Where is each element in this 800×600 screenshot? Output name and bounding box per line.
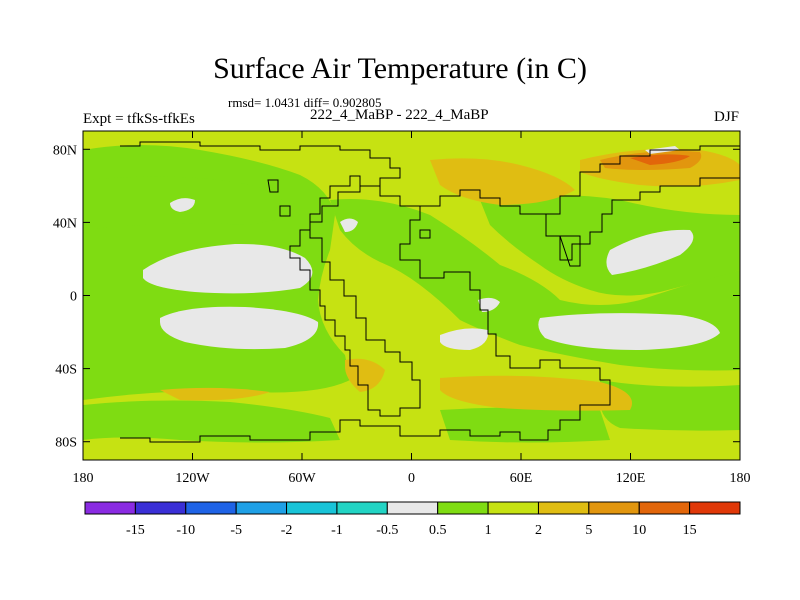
colorbar-label: -2 bbox=[281, 523, 293, 538]
latitude-axis: 80N 40N 0 40S 80S bbox=[53, 143, 740, 451]
lat-tick-label: 40N bbox=[53, 216, 77, 231]
asia-orange bbox=[430, 158, 575, 205]
season-label: DJF bbox=[713, 109, 739, 125]
colorbar-swatch bbox=[537, 501, 590, 515]
colorbar-swatch bbox=[286, 501, 338, 515]
colorbar-swatch bbox=[185, 501, 237, 515]
ocean-green-south-east bbox=[600, 380, 740, 431]
ocean-green-north-east bbox=[480, 195, 740, 296]
colorbar-swatch bbox=[336, 501, 388, 515]
ocean-green-south-band bbox=[83, 400, 340, 443]
lat-tick-label: 80S bbox=[55, 436, 77, 451]
north-atlantic-white bbox=[340, 218, 358, 232]
colorbar-label: 0.5 bbox=[429, 523, 447, 538]
colorbar-swatch bbox=[134, 501, 187, 515]
lon-tick-label: 180 bbox=[73, 471, 94, 486]
africa-white-small bbox=[478, 297, 500, 312]
colorbar-swatch bbox=[84, 501, 136, 515]
colorbar-label: 2 bbox=[535, 523, 542, 538]
nw-pacific-white bbox=[170, 198, 195, 212]
atlantic-white-small bbox=[440, 328, 489, 350]
south-pacific-orange bbox=[160, 387, 270, 401]
colorbar-swatch bbox=[588, 501, 640, 515]
continent-outline bbox=[120, 141, 740, 443]
subtitle: 222_4_MaBP - 222_4_MaBP bbox=[310, 107, 489, 123]
southern-ocean-orange bbox=[440, 375, 632, 411]
colorbar-swatch bbox=[235, 501, 288, 515]
map-field bbox=[83, 131, 740, 460]
pacific-white-east bbox=[606, 229, 694, 275]
colorbar-label: -15 bbox=[126, 523, 145, 538]
colorbar-label: 1 bbox=[485, 523, 492, 538]
expt-label: Expt = tfkSs-tfkEs bbox=[83, 111, 195, 127]
colorbar-label: -1 bbox=[331, 523, 343, 538]
colorbar-label: -0.5 bbox=[376, 523, 398, 538]
south-america-orange bbox=[345, 358, 385, 392]
colorbar-label: 10 bbox=[632, 523, 646, 538]
lon-tick-label: 60W bbox=[288, 471, 316, 486]
lon-tick-label: 120E bbox=[616, 471, 646, 486]
lon-tick-label: 0 bbox=[408, 471, 415, 486]
ocean-green-southern-east bbox=[440, 407, 610, 443]
colorbar-swatch bbox=[386, 501, 439, 515]
lat-tick-label: 40S bbox=[55, 363, 77, 378]
colorbar-swatch bbox=[689, 501, 741, 515]
indian-white bbox=[538, 313, 720, 350]
pacific-white-north bbox=[143, 243, 313, 294]
lat-tick-label: 0 bbox=[70, 290, 77, 305]
page-title: Surface Air Temperature (in C) bbox=[213, 52, 587, 85]
pacific-white-south bbox=[160, 306, 319, 350]
colorbar-label: -10 bbox=[176, 523, 195, 538]
colorbar: -15 -10 -5 -2 -1 -0.5 0.5 1 2 5 10 15 bbox=[84, 501, 741, 538]
colorbar-swatch bbox=[487, 501, 539, 515]
stats-text: rmsd= 1.0431 diff= 0.902805 bbox=[228, 95, 382, 110]
lat-tick-label: 80N bbox=[53, 143, 77, 158]
lon-tick-label: 180 bbox=[730, 471, 751, 486]
colorbar-label: 15 bbox=[683, 523, 697, 538]
lon-tick-label: 120W bbox=[175, 471, 210, 486]
lon-tick-label: 60E bbox=[510, 471, 533, 486]
colorbar-swatch bbox=[437, 501, 489, 515]
colorbar-swatch bbox=[638, 501, 691, 515]
arctic-red-orange bbox=[630, 154, 690, 165]
colorbar-label: -5 bbox=[230, 523, 242, 538]
longitude-axis: 180 120W 60W 0 60E 120E 180 bbox=[73, 131, 751, 486]
colorbar-label: 5 bbox=[585, 523, 592, 538]
